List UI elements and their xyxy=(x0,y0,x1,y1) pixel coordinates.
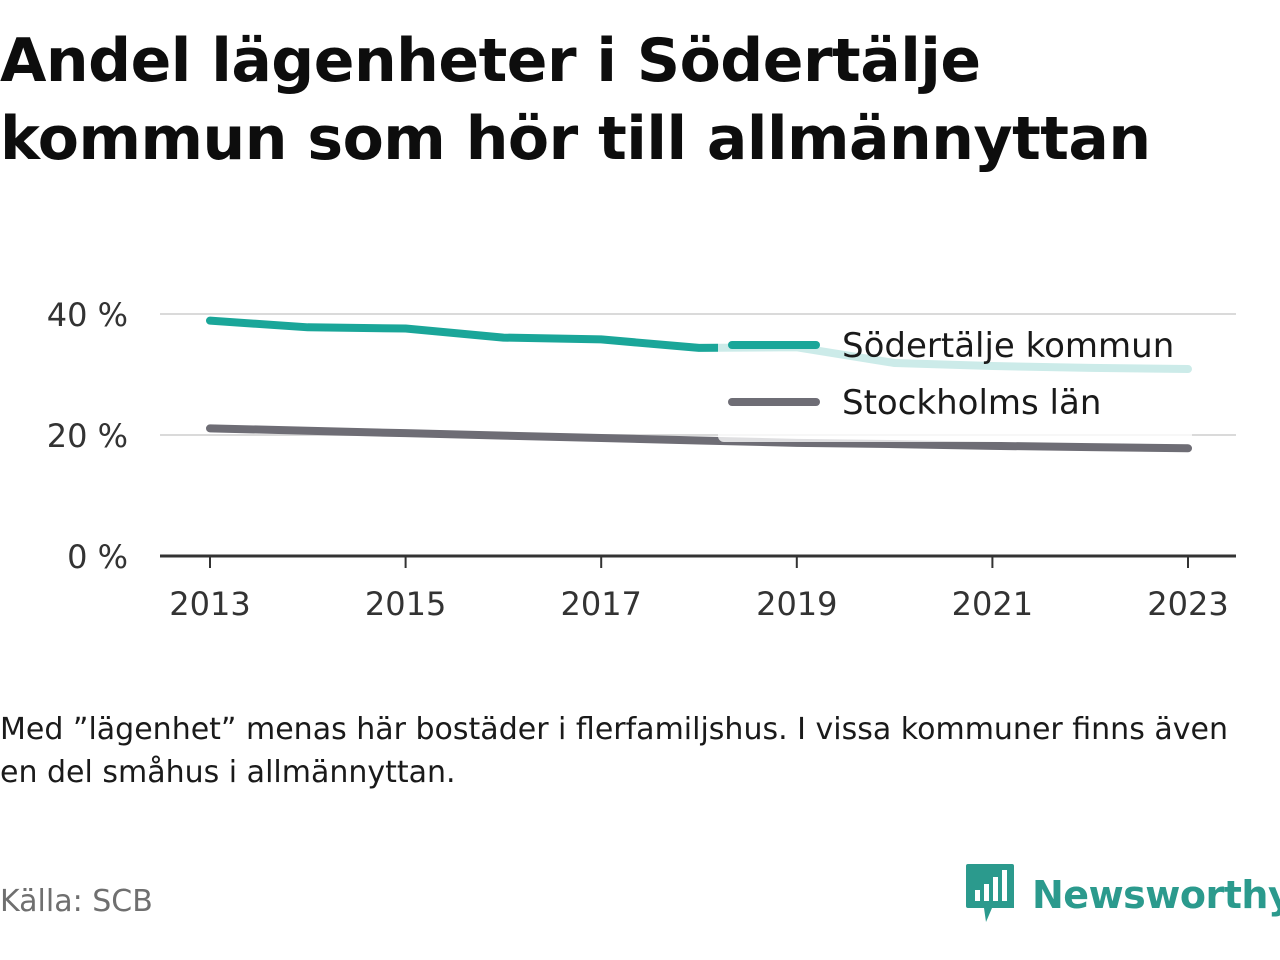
legend: Södertälje kommun Stockholms län xyxy=(718,318,1192,442)
x-tick-label: 2017 xyxy=(560,585,641,623)
x-tick-label: 2019 xyxy=(756,585,837,623)
x-tick-label: 2013 xyxy=(169,585,250,623)
x-axis: 2013 2015 2017 2019 2021 2023 xyxy=(160,554,1236,623)
y-tick-label: 40 % xyxy=(47,296,128,334)
chart-title: Andel lägenheter i Södertälje kommun som… xyxy=(0,26,1151,174)
legend-background xyxy=(718,318,1192,442)
legend-label-sodertalje: Södertälje kommun xyxy=(842,326,1174,366)
line-chart: 0 % 20 % 40 % 2013 2015 2017 2019 2021 2023 Söd… xyxy=(47,296,1236,623)
y-axis: 0 % 20 % 40 % xyxy=(47,296,128,576)
series-line-stockholm xyxy=(206,424,1192,453)
legend-label-stockholm: Stockholms län xyxy=(842,383,1101,423)
brand-name: Newsworthy xyxy=(1032,873,1280,917)
newsworthy-logo-icon xyxy=(966,864,1014,922)
chart-footnote: Med ”lägenhet” menas här bostäder i fler… xyxy=(0,712,1228,790)
x-tick-label: 2015 xyxy=(365,585,446,623)
source-label: Källa: SCB xyxy=(0,884,153,919)
brand-logo: Newsworthy xyxy=(964,862,1280,928)
y-tick-label: 0 % xyxy=(67,538,128,576)
y-tick-label: 20 % xyxy=(47,417,128,455)
x-tick-label: 2021 xyxy=(952,585,1033,623)
x-tick-label: 2023 xyxy=(1147,585,1228,623)
